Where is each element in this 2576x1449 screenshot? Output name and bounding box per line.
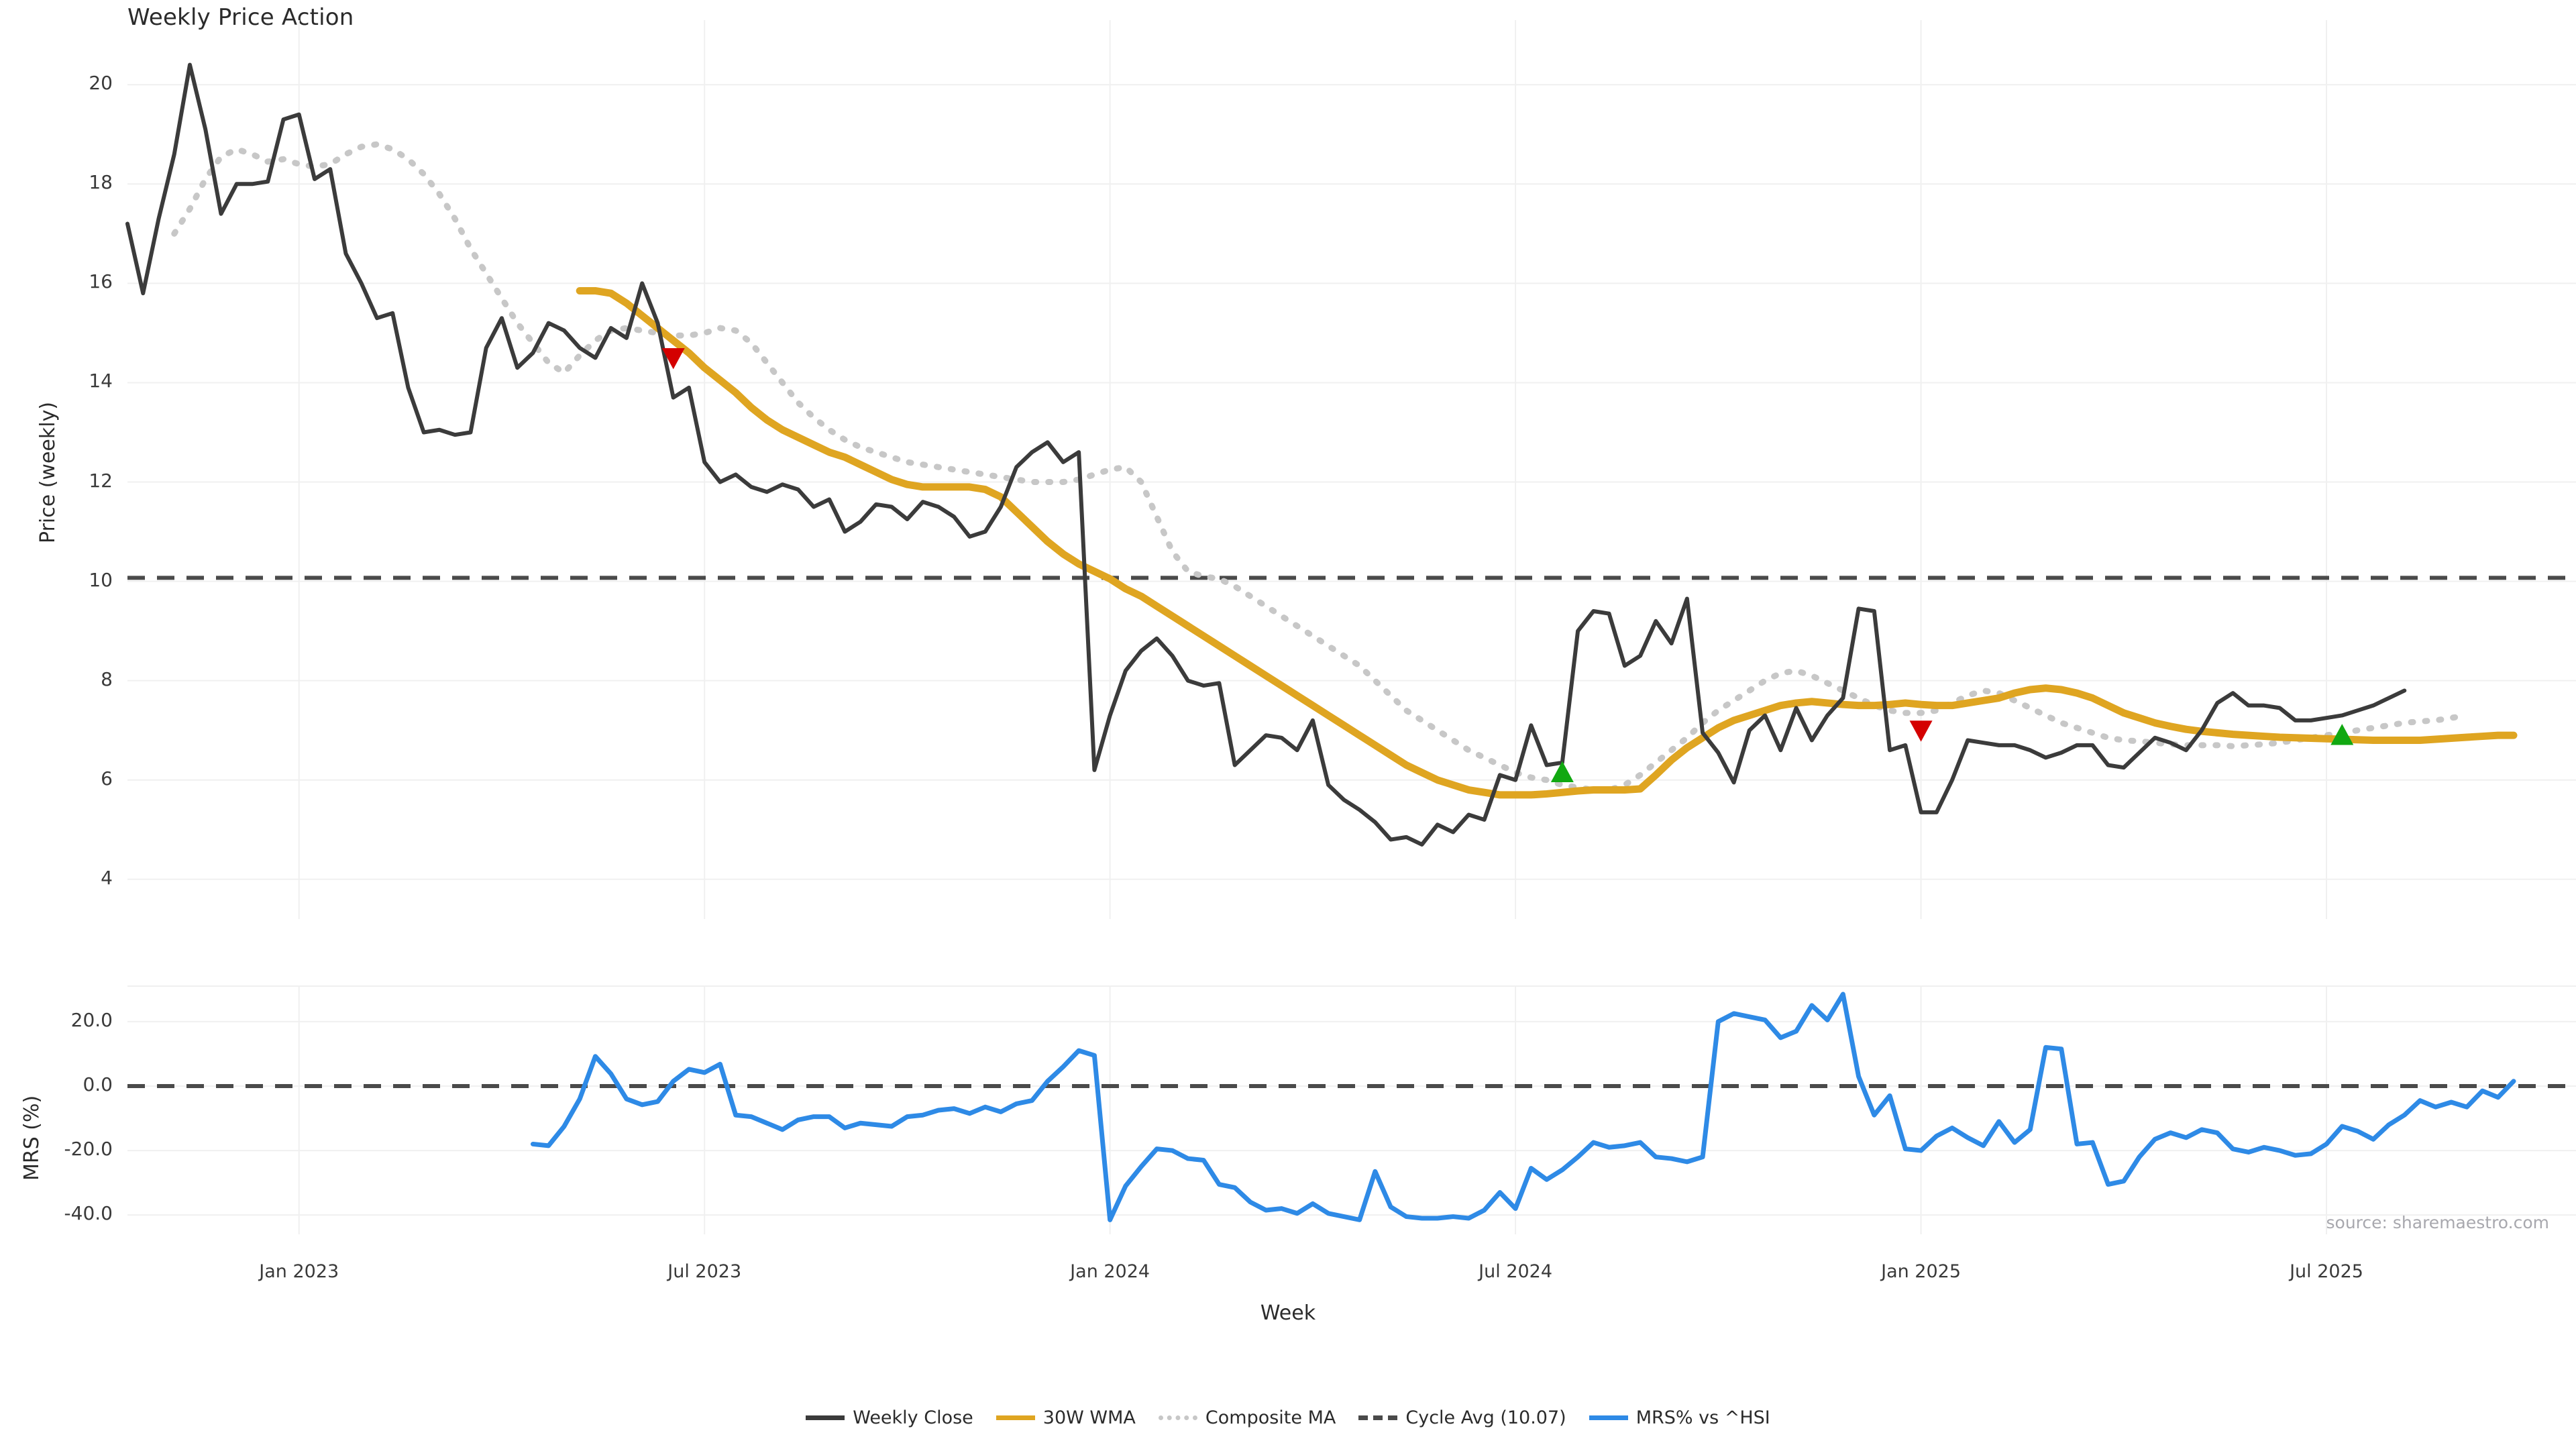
legend-item[interactable]: 30W WMA bbox=[996, 1407, 1136, 1428]
y-tick-label: -20.0 bbox=[64, 1138, 113, 1161]
x-tick-label: Jan 2025 bbox=[1881, 1261, 1962, 1282]
grid-lines bbox=[127, 20, 2576, 1234]
legend-item[interactable]: Weekly Close bbox=[806, 1407, 973, 1428]
y-tick-label: 4 bbox=[101, 866, 113, 889]
series-composite-ma bbox=[171, 141, 2470, 794]
legend-item[interactable]: Cycle Avg (10.07) bbox=[1358, 1407, 1566, 1428]
y-tick-label: -40.0 bbox=[64, 1202, 113, 1225]
series-30w-wma bbox=[576, 286, 2518, 799]
y-tick-label: 18 bbox=[89, 171, 113, 194]
y-tick-label: 16 bbox=[89, 270, 113, 293]
buy-signal-marker bbox=[2330, 724, 2354, 745]
chart-title: Weekly Price Action bbox=[127, 4, 354, 31]
y-tick-label: 20.0 bbox=[70, 1008, 113, 1031]
sell-signal-marker bbox=[661, 347, 685, 370]
y-tick-label: 8 bbox=[101, 667, 113, 690]
series-weekly-close bbox=[125, 62, 2407, 847]
legend-label: MRS% vs ^HSI bbox=[1635, 1407, 1770, 1428]
legend-label: Weekly Close bbox=[853, 1407, 973, 1428]
legend-label: Composite MA bbox=[1205, 1407, 1336, 1428]
legend-item[interactable]: Composite MA bbox=[1158, 1407, 1336, 1428]
legend-swatch-icon bbox=[996, 1415, 1035, 1420]
y-tick-label: 14 bbox=[89, 370, 113, 392]
source-attribution: source: sharemaestro.com bbox=[2326, 1213, 2550, 1232]
buy-signal-marker bbox=[1550, 761, 1574, 783]
legend-swatch-icon bbox=[806, 1415, 845, 1420]
legend-swatch-icon bbox=[1358, 1415, 1398, 1420]
y-tick-label: 10 bbox=[89, 568, 113, 591]
legend-item[interactable]: MRS% vs ^HSI bbox=[1589, 1407, 1770, 1428]
legend-label: Cycle Avg (10.07) bbox=[1405, 1407, 1566, 1428]
x-tick-label: Jul 2025 bbox=[2290, 1261, 2363, 1282]
y-tick-label: 12 bbox=[89, 469, 113, 492]
chart-legend: Weekly Close 30W WMA Composite MA Cycle Avg… bbox=[0, 1407, 2576, 1428]
sell-signal-marker bbox=[1909, 720, 1933, 742]
x-tick-label: Jul 2024 bbox=[1479, 1261, 1553, 1282]
legend-swatch-icon bbox=[1158, 1415, 1197, 1420]
x-axis-label: Week bbox=[1260, 1301, 1316, 1325]
x-tick-label: Jan 2024 bbox=[1070, 1261, 1150, 1282]
series-mrs-percent bbox=[530, 991, 2516, 1222]
y-tick-label: 0.0 bbox=[83, 1073, 113, 1095]
legend-label: 30W WMA bbox=[1042, 1407, 1136, 1428]
y-tick-label: 20 bbox=[89, 72, 113, 95]
x-tick-label: Jul 2023 bbox=[667, 1261, 742, 1282]
y-tick-label: 6 bbox=[101, 767, 113, 790]
legend-swatch-icon bbox=[1589, 1415, 1628, 1420]
x-tick-label: Jan 2023 bbox=[259, 1261, 339, 1282]
